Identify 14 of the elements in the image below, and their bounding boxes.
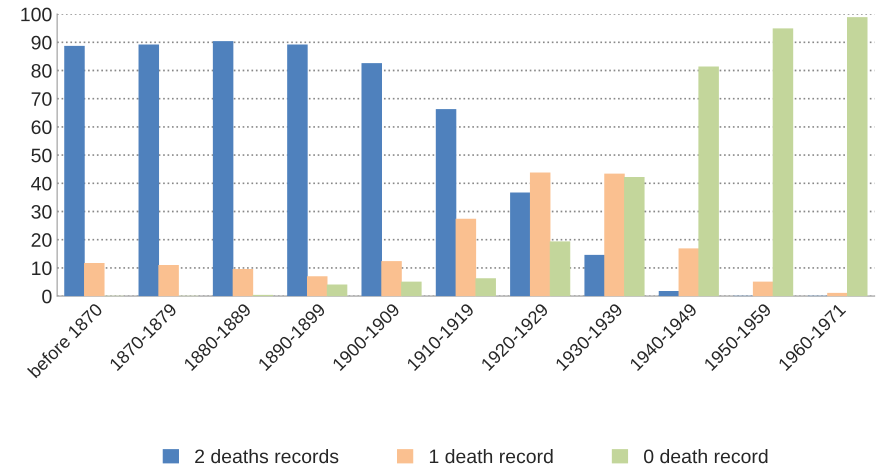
legend-label: 2 deaths records [195, 448, 338, 464]
y-tick-label: 70 [32, 92, 52, 106]
y-tick-label: 60 [32, 120, 52, 134]
y-tick-label: 80 [31, 64, 52, 78]
y-tick-label: 0 [42, 290, 52, 304]
y-tick-label: 30 [31, 204, 52, 219]
y-tick-label: 40 [31, 176, 52, 191]
legend-label: 0 death record [644, 448, 768, 464]
y-tick-label: 20 [32, 233, 52, 247]
legend-label: 1 death record [430, 448, 553, 464]
y-tick-label: 100 [21, 8, 52, 22]
y-tick-label: 10 [32, 261, 52, 276]
y-tick-label: 50 [31, 148, 52, 162]
y-tick-label: 90 [32, 36, 52, 50]
